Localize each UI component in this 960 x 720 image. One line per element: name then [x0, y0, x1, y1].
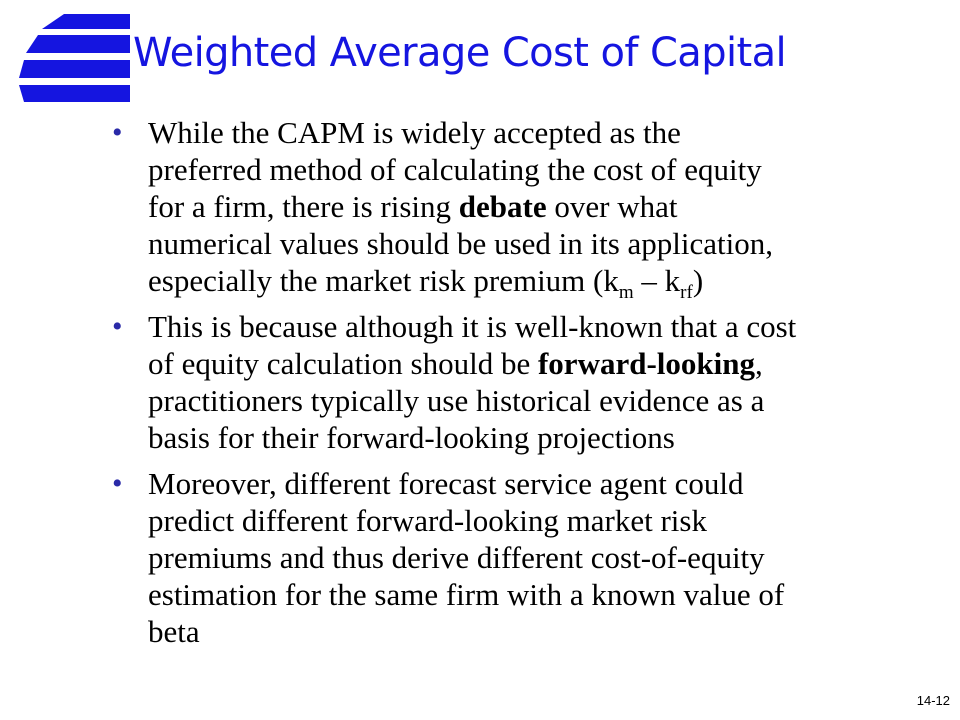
bullet-list: • While the CAPM is widely accepted as t…: [112, 114, 932, 659]
logo-bar-lower: [19, 60, 130, 78]
text-run: – k: [633, 263, 681, 298]
bullet-line: numerical values should be used in its a…: [148, 226, 774, 261]
bullet-dot: •: [112, 310, 123, 343]
bullet-dot: •: [112, 116, 123, 149]
slide-title: Weighted Average Cost of Capital: [133, 30, 787, 76]
bullet-line: This is because although it is well-know…: [148, 309, 797, 344]
bullet-line: Moreover, different forecast service age…: [148, 466, 744, 501]
bullet-item-forecast-agents: • Moreover, different forecast service a…: [112, 465, 932, 650]
text-run: over what: [546, 189, 678, 224]
slide-number: 14-12: [916, 693, 950, 708]
logo-bar-top: [42, 14, 130, 29]
bullet-line: practitioners typically use historical e…: [148, 383, 765, 418]
logo-bar-bottom: [19, 85, 130, 102]
logo-bar-upper: [26, 35, 130, 53]
bullet-item-forward-looking: • This is because although it is well-kn…: [112, 308, 932, 456]
bullet-line: beta: [148, 614, 200, 649]
bold-forward-looking: forward-looking: [537, 346, 755, 381]
logo-icon: [19, 14, 130, 102]
bullet-line: basis for their forward-looking projecti…: [148, 420, 675, 455]
text-run: ,: [754, 346, 763, 381]
subscript-rf: rf: [680, 282, 693, 303]
bullet-item-capm: • While the CAPM is widely accepted as t…: [112, 114, 932, 302]
bullet-line: for a firm, there is rising debate over …: [148, 188, 932, 225]
bullet-line: estimation for the same firm with a know…: [148, 577, 785, 612]
text-run: especially the market risk premium (k: [148, 263, 619, 298]
text-run: of equity calculation should be: [148, 346, 538, 381]
bullet-line: of equity calculation should be forward-…: [148, 345, 932, 382]
bold-debate: debate: [458, 189, 547, 224]
bullet-line: premiums and thus derive different cost-…: [148, 540, 765, 575]
bullet-line: While the CAPM is widely accepted as the: [148, 115, 681, 150]
bullet-dot: •: [112, 467, 123, 500]
bullet-line: preferred method of calculating the cost…: [148, 152, 762, 187]
text-run: for a firm, there is rising: [148, 189, 459, 224]
subscript-m: m: [618, 282, 634, 303]
bullet-line: predict different forward-looking market…: [148, 503, 707, 538]
text-run: ): [692, 263, 704, 298]
bullet-line: especially the market risk premium (km –…: [148, 262, 932, 302]
